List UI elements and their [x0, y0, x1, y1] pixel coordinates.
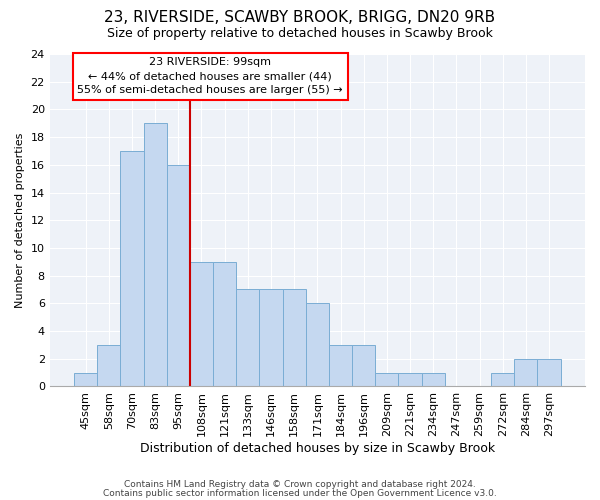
- Text: Contains public sector information licensed under the Open Government Licence v3: Contains public sector information licen…: [103, 488, 497, 498]
- Bar: [259, 290, 283, 386]
- Text: Size of property relative to detached houses in Scawby Brook: Size of property relative to detached ho…: [107, 28, 493, 40]
- Bar: [398, 372, 422, 386]
- Bar: [514, 359, 538, 386]
- Bar: [375, 372, 398, 386]
- Bar: [283, 290, 306, 386]
- Bar: [329, 345, 352, 387]
- Bar: [422, 372, 445, 386]
- Bar: [97, 345, 121, 387]
- Bar: [213, 262, 236, 386]
- Text: Contains HM Land Registry data © Crown copyright and database right 2024.: Contains HM Land Registry data © Crown c…: [124, 480, 476, 489]
- Bar: [167, 165, 190, 386]
- Bar: [121, 151, 143, 386]
- Text: 23, RIVERSIDE, SCAWBY BROOK, BRIGG, DN20 9RB: 23, RIVERSIDE, SCAWBY BROOK, BRIGG, DN20…: [104, 10, 496, 25]
- Bar: [352, 345, 375, 387]
- Bar: [236, 290, 259, 386]
- X-axis label: Distribution of detached houses by size in Scawby Brook: Distribution of detached houses by size …: [140, 442, 495, 455]
- Bar: [491, 372, 514, 386]
- Bar: [74, 372, 97, 386]
- Bar: [143, 124, 167, 386]
- Text: 23 RIVERSIDE: 99sqm
← 44% of detached houses are smaller (44)
55% of semi-detach: 23 RIVERSIDE: 99sqm ← 44% of detached ho…: [77, 58, 343, 96]
- Bar: [306, 304, 329, 386]
- Bar: [538, 359, 560, 386]
- Bar: [190, 262, 213, 386]
- Y-axis label: Number of detached properties: Number of detached properties: [15, 132, 25, 308]
